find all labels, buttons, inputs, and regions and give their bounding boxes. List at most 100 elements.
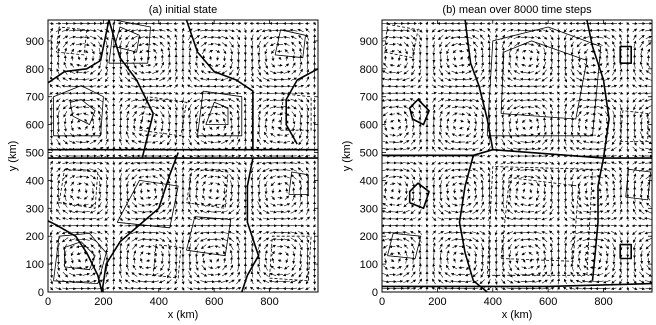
velocity-arrow [76,63,82,67]
velocity-arrow [568,286,576,290]
velocity-arrow [292,118,296,125]
velocity-arrow [638,161,646,165]
velocity-arrow [209,188,213,193]
velocity-arrow [596,140,604,144]
velocity-arrow [117,21,124,25]
velocity-arrow [549,201,553,210]
velocity-arrow [534,42,541,47]
velocity-arrow [501,138,506,146]
velocity-arrow [244,84,247,89]
velocity-arrow [445,174,451,180]
velocity-arrow [569,279,575,284]
velocity-arrow [125,167,130,173]
velocity-arrow [235,217,241,221]
velocity-arrow [180,224,185,227]
velocity-arrow [119,110,123,118]
velocity-arrow [633,104,637,111]
velocity-arrow [612,250,616,258]
velocity-arrow [570,173,575,181]
velocity-arrow [146,119,151,123]
x-tick-label: 800 [594,296,612,308]
velocity-arrow [479,287,486,291]
velocity-arrow [382,161,391,165]
velocity-arrow [305,139,309,146]
velocity-arrow [68,202,76,207]
velocity-arrow [647,125,651,132]
velocity-arrow [479,28,486,33]
velocity-arrow [262,286,270,290]
contour-line [486,26,602,137]
velocity-arrow [411,124,415,132]
velocity-arrow [451,237,459,241]
velocity-arrow [577,181,581,187]
velocity-arrow [119,278,123,284]
velocity-arrow [97,173,103,181]
velocity-arrow [479,98,486,103]
velocity-arrow [451,203,458,207]
velocity-arrow [90,244,96,249]
velocity-arrow [230,256,234,265]
velocity-arrow [612,47,616,55]
velocity-arrow [291,70,297,75]
velocity-arrow [528,251,533,256]
velocity-arrow [61,231,69,235]
velocity-arrow [596,217,605,221]
velocity-arrow [639,110,644,118]
velocity-arrow [249,154,255,158]
velocity-arrow [125,236,131,243]
velocity-arrow [645,280,652,284]
velocity-arrow [159,272,165,277]
velocity-arrow [526,98,535,102]
velocity-arrow [250,248,254,259]
velocity-arrow [459,252,465,256]
velocity-arrow [186,91,193,95]
velocity-arrow [596,84,604,88]
velocity-arrow [404,124,408,132]
velocity-arrow [527,168,535,172]
velocity-arrow [153,195,158,200]
velocity-arrow [63,257,67,265]
velocity-arrow [464,280,472,284]
velocity-arrow [97,279,104,284]
velocity-arrow [383,48,388,54]
y-tick-label: 200 [26,231,44,243]
velocity-arrow [131,41,138,48]
velocity-arrow [583,105,590,109]
velocity-arrow [596,77,605,81]
velocity-arrow [75,112,82,116]
velocity-arrow [118,270,122,279]
velocity-arrow [450,140,459,144]
velocity-arrow [417,216,423,221]
velocity-arrow [181,138,185,146]
velocity-arrow [89,84,97,88]
velocity-arrow [243,154,248,158]
velocity-arrow [290,168,298,172]
velocity-arrow [494,173,498,180]
velocity-arrow [480,263,484,272]
velocity-arrow [570,69,575,76]
velocity-arrow [598,188,602,194]
velocity-arrow [187,217,193,221]
velocity-arrow [480,173,485,180]
velocity-arrow [506,216,514,221]
velocity-arrow [298,68,303,76]
velocity-arrow [285,188,289,194]
velocity-arrow [194,104,200,110]
velocity-arrow [549,242,553,250]
velocity-arrow [603,35,611,40]
velocity-arrow [534,244,541,250]
velocity-arrow [619,271,623,279]
velocity-arrow [389,245,396,249]
velocity-arrow [465,244,472,249]
velocity-arrow [464,147,473,151]
velocity-arrow [125,231,131,235]
velocity-arrow [299,243,303,251]
velocity-arrow [173,91,179,95]
velocity-arrow [98,124,102,132]
velocity-arrow [604,174,610,180]
velocity-arrow [236,201,240,209]
velocity-arrow [131,174,138,180]
velocity-arrow [619,249,623,258]
velocity-arrow [382,210,389,214]
y-tick-label: 800 [26,64,44,76]
